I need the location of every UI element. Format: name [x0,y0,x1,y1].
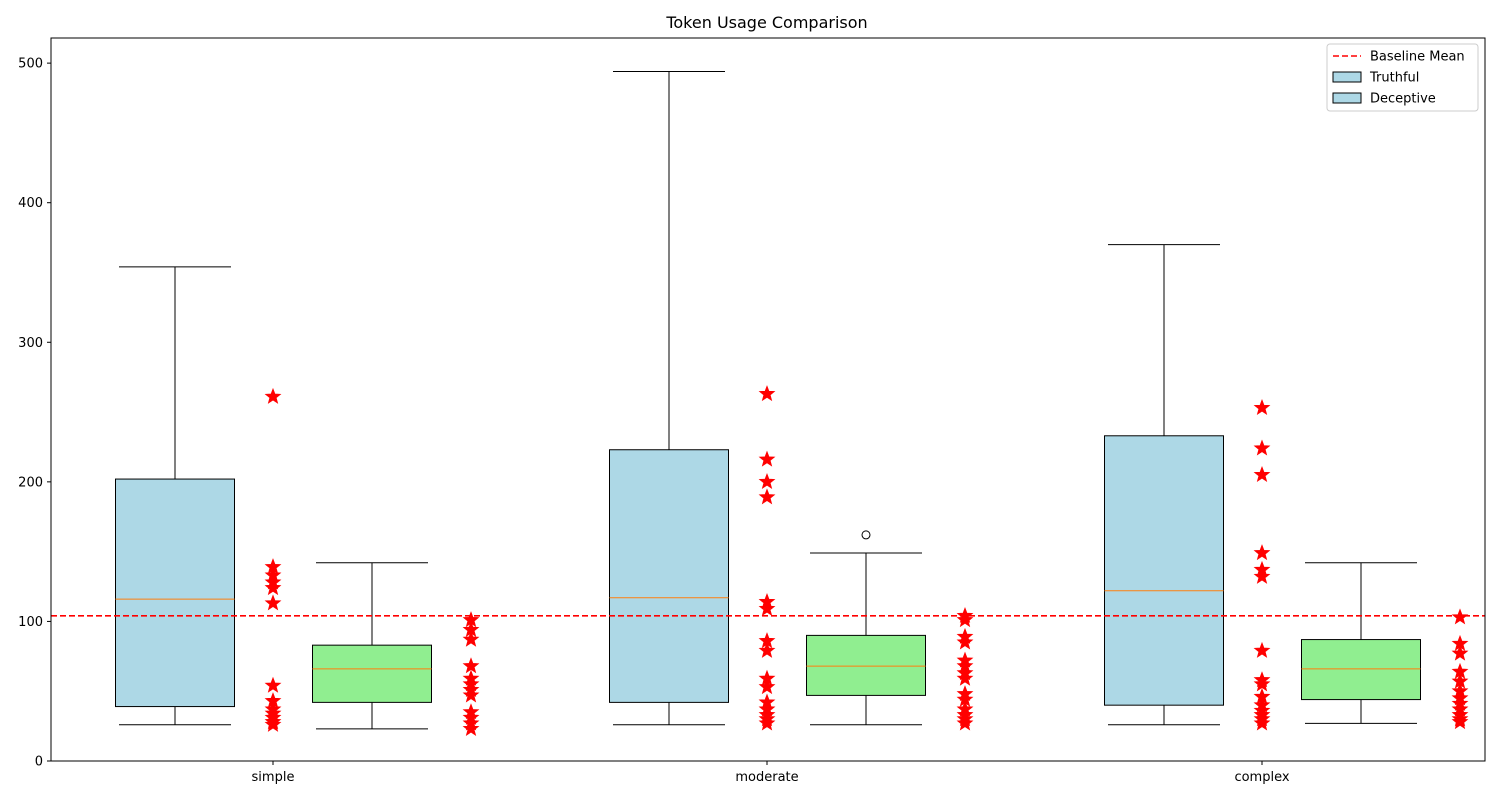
legend-label-deceptive: Deceptive [1370,92,1436,107]
truthful-moderate-star-0 [758,385,776,402]
plot-area [51,70,1485,737]
deceptive-simple-star-2 [462,630,480,647]
deceptive-moderate-star-3 [956,633,974,650]
truthful-moderate-box [609,449,729,703]
deceptive-moderate-flier-0 [861,530,871,540]
y-tick-label-0: 0 [35,755,43,770]
truthful-complex-star-14 [1253,714,1271,731]
x-tick-label-simple: simple [252,770,295,785]
deceptive-simple-star-3 [462,657,480,674]
deceptive-complex-box [1301,639,1421,701]
truthful-complex-star-0 [1253,399,1271,416]
truthful-moderate-star-14 [758,714,776,731]
truthful-complex-box [1104,435,1224,706]
deceptive-complex-star-2 [1451,644,1469,661]
truthful-simple-star-0 [264,387,282,404]
truthful-complex-star-2 [1253,466,1271,483]
legend-label-truthful: Truthful [1369,71,1419,86]
y-tick-label-200: 200 [18,475,43,490]
truthful-simple-star-6 [264,676,282,693]
truthful-complex-star-3 [1253,544,1271,561]
x-tick-label-complex: complex [1234,770,1289,785]
deceptive-moderate-star-1 [956,611,974,628]
legend-frame [1326,43,1479,112]
deceptive-simple-star-11 [462,720,480,737]
deceptive-moderate-star-7 [956,669,974,686]
deceptive-simple-star-7 [462,686,480,703]
deceptive-complex-star-11 [1451,713,1469,730]
deceptive-simple-box [312,644,432,703]
truthful-moderate-star-3 [758,488,776,505]
truthful-complex-star-5 [1253,567,1271,584]
truthful-moderate-star-5 [758,600,776,617]
truthful-simple-star-4 [264,579,282,596]
deceptive-moderate-box [806,634,926,696]
y-tick-label-400: 400 [18,196,43,211]
legend: Baseline Mean Truthful Deceptive [1326,43,1479,112]
truthful-simple-box [115,478,235,708]
legend-label-baseline-mean: Baseline Mean [1370,50,1465,65]
axes: 0 100 200 300 400 500 simple moderate complex [18,57,1290,785]
truthful-complex-star-8 [1253,675,1271,692]
truthful-simple-star-12 [264,715,282,732]
truthful-moderate-star-7 [758,641,776,658]
truthful-simple-star-5 [264,594,282,611]
truthful-complex-star-6 [1253,641,1271,658]
legend-swatch-truthful [1332,71,1362,83]
chart-title: Token Usage Comparison [665,13,867,32]
truthful-complex-star-1 [1253,439,1271,456]
truthful-moderate-star-2 [758,473,776,490]
y-tick-label-100: 100 [18,615,43,630]
y-tick-label-500: 500 [18,57,43,72]
y-tick-label-300: 300 [18,336,43,351]
legend-swatch-deceptive [1332,92,1362,104]
deceptive-moderate-star-13 [956,714,974,731]
truthful-moderate-star-9 [758,678,776,695]
truthful-moderate-star-1 [758,450,776,467]
x-tick-label-moderate: moderate [735,770,798,785]
plot-frame [50,37,1486,762]
